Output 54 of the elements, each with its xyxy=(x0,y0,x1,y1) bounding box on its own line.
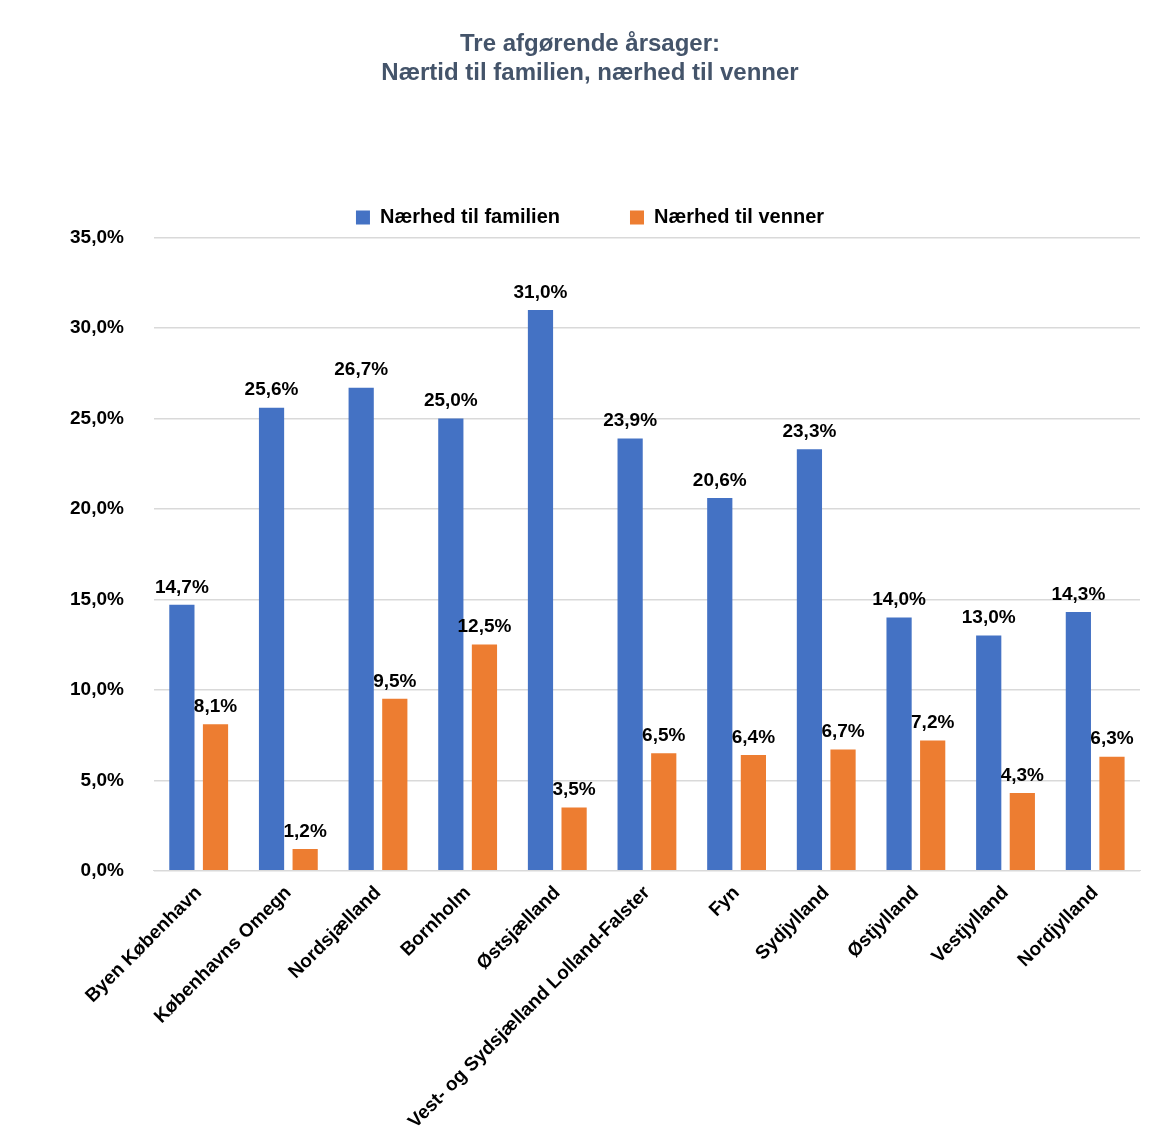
bar xyxy=(561,807,587,870)
data-label: 4,3% xyxy=(1000,763,1045,785)
data-label: 25,6% xyxy=(244,378,299,400)
data-label: 6,3% xyxy=(1090,727,1134,749)
data-label: 6,7% xyxy=(821,720,865,742)
data-label: 23,3% xyxy=(782,419,837,441)
bar xyxy=(471,644,498,870)
data-label: 9,5% xyxy=(373,669,417,691)
bar xyxy=(527,309,554,870)
y-tick-label: 5,0% xyxy=(80,768,124,790)
bar xyxy=(292,849,318,870)
y-tick-label: 20,0% xyxy=(70,497,124,519)
bar xyxy=(348,387,374,870)
data-label: 14,7% xyxy=(154,575,209,597)
data-label: 6,4% xyxy=(731,725,776,747)
y-tick-label: 0,0% xyxy=(80,858,124,880)
bar xyxy=(707,498,733,870)
bar xyxy=(976,635,1002,870)
legend-label: Nærhed til familien xyxy=(379,205,560,228)
data-label: 7,2% xyxy=(911,711,955,733)
data-label: 20,6% xyxy=(692,468,747,490)
y-tick-label: 15,0% xyxy=(70,587,124,609)
bar xyxy=(1099,756,1125,870)
bar xyxy=(886,617,912,870)
data-label: 14,0% xyxy=(872,588,927,610)
data-label: 8,1% xyxy=(193,694,238,716)
chart-title: Tre afgørende årsager: Nærtid til familien, nærhed til venner xyxy=(381,29,799,85)
bar xyxy=(1009,792,1035,870)
bar xyxy=(651,753,677,870)
bar xyxy=(740,754,766,870)
bar xyxy=(382,698,408,870)
data-label: 14,3% xyxy=(1051,582,1106,604)
data-label: 31,0% xyxy=(513,280,568,302)
y-tick-label: 10,0% xyxy=(70,678,124,700)
bar xyxy=(202,724,229,870)
data-label: 23,9% xyxy=(603,409,658,431)
data-label: 25,0% xyxy=(423,389,478,411)
bar xyxy=(830,749,856,870)
bar xyxy=(169,604,195,870)
bar xyxy=(1065,612,1091,870)
legend-label: Nærhed til venner xyxy=(654,205,825,228)
x-tick-label: Fyn xyxy=(704,881,744,921)
data-label: 26,7% xyxy=(334,358,389,380)
y-tick-label: 25,0% xyxy=(70,406,124,428)
y-tick-label: 35,0% xyxy=(70,225,124,247)
bar xyxy=(796,449,823,870)
data-label: 3,5% xyxy=(552,778,596,800)
data-label: 13,0% xyxy=(961,606,1016,628)
y-tick-label: 30,0% xyxy=(70,316,124,338)
data-label: 6,5% xyxy=(642,723,686,745)
bar xyxy=(258,407,285,870)
bar xyxy=(617,438,643,870)
data-label: 1,2% xyxy=(283,819,327,841)
bar xyxy=(920,740,946,870)
